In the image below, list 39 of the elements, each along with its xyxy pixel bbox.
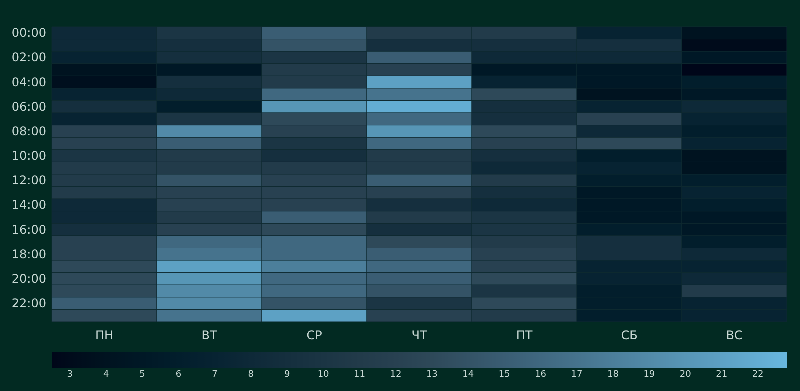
color-bar-label: 18: [607, 370, 620, 380]
color-bar-label: 4: [103, 370, 110, 380]
x-tick-label: ВС: [726, 328, 743, 342]
y-tick-label: 18:00: [12, 247, 46, 262]
color-bar-label: 19: [644, 370, 656, 380]
color-bar-label: 15: [498, 370, 510, 380]
color-bar-label: 14: [462, 370, 474, 380]
color-bar-label: 7: [212, 370, 218, 380]
color-bar-label: 11: [354, 370, 366, 380]
color-bar-label: 13: [426, 370, 438, 380]
x-tick-label: ПН: [95, 328, 114, 342]
color-bar-label: 17: [571, 370, 583, 380]
x-tick-label: ВТ: [202, 328, 218, 342]
x-tick-label: ПТ: [516, 328, 534, 342]
y-tick-label: 22:00: [12, 296, 46, 311]
y-tick-label: 20:00: [12, 272, 46, 286]
color-bar-label: 10: [318, 370, 330, 380]
y-tick-label: 08:00: [12, 124, 46, 138]
y-tick-label: 04:00: [12, 75, 46, 90]
color-bar-label: 9: [284, 370, 290, 380]
color-bar-label: 6: [176, 370, 182, 380]
color-bar-label: 12: [390, 370, 402, 380]
y-tick-label: 16:00: [12, 222, 46, 237]
color-bar-label: 8: [248, 370, 254, 380]
color-bar-label: 22: [752, 370, 764, 380]
x-tick-label: СБ: [621, 328, 638, 342]
y-tick-label: 14:00: [12, 198, 46, 212]
x-tick-label: ЧТ: [412, 328, 428, 342]
color-bar-label: 21: [716, 370, 728, 380]
color-bar-label: 16: [535, 370, 547, 380]
y-tick-label: 06:00: [12, 100, 46, 114]
color-bar-label: 20: [680, 370, 692, 380]
color-bar-label: 5: [140, 370, 146, 380]
y-tick-label: 00:00: [12, 26, 46, 40]
y-tick-label: 12:00: [12, 174, 46, 188]
x-tick-label: СР: [306, 328, 322, 342]
color-bar-label: 3: [67, 370, 73, 380]
y-tick-label: 10:00: [12, 149, 46, 164]
y-tick-label: 02:00: [12, 50, 46, 65]
